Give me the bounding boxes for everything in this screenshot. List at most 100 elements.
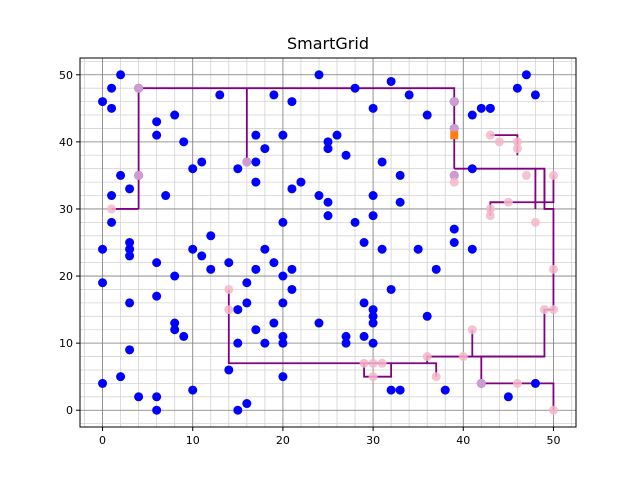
house-point bbox=[233, 164, 243, 174]
house-point bbox=[107, 83, 117, 93]
x-tick-label: 10 bbox=[186, 434, 200, 447]
connected-house-point bbox=[368, 372, 378, 382]
connected-house-point bbox=[485, 204, 495, 214]
connected-house-point bbox=[134, 170, 144, 180]
house-point bbox=[368, 305, 378, 315]
connected-house-point bbox=[503, 197, 513, 207]
house-point bbox=[269, 90, 279, 100]
house-point bbox=[476, 103, 486, 113]
connected-house-point bbox=[548, 405, 558, 415]
house-point bbox=[368, 311, 378, 321]
battery-points bbox=[450, 131, 459, 140]
x-tick-label: 0 bbox=[99, 434, 106, 447]
house-point bbox=[206, 231, 216, 241]
house-point bbox=[170, 271, 180, 281]
x-tick-label: 20 bbox=[276, 434, 290, 447]
house-point bbox=[296, 177, 306, 187]
connected-house-point bbox=[431, 372, 441, 382]
house-point bbox=[278, 217, 288, 227]
connected-house-point bbox=[242, 157, 252, 167]
house-point bbox=[107, 217, 117, 227]
house-points bbox=[98, 70, 540, 415]
connected-house-points bbox=[107, 83, 558, 415]
house-point bbox=[287, 97, 297, 107]
house-point bbox=[530, 90, 540, 100]
house-point bbox=[323, 144, 333, 154]
house-point bbox=[197, 157, 207, 167]
house-point bbox=[314, 318, 324, 328]
axis-ticks: 0 10 20 30 40 50 0 10 20 30 40 50 bbox=[59, 69, 560, 447]
house-point bbox=[485, 103, 495, 113]
connected-house-point bbox=[449, 177, 459, 187]
connected-house-point bbox=[377, 358, 387, 368]
house-point bbox=[287, 184, 297, 194]
house-point bbox=[395, 170, 405, 180]
house-point bbox=[278, 331, 288, 341]
connected-house-point bbox=[485, 211, 495, 221]
connected-house-point bbox=[449, 97, 459, 107]
house-point bbox=[224, 258, 234, 268]
y-tick-label: 10 bbox=[59, 337, 73, 350]
y-tick-label: 50 bbox=[59, 69, 73, 82]
house-point bbox=[278, 271, 288, 281]
connected-house-point bbox=[476, 378, 486, 388]
house-point bbox=[350, 83, 360, 93]
house-point bbox=[278, 298, 288, 308]
house-point bbox=[125, 184, 135, 194]
house-point bbox=[152, 117, 162, 127]
house-point bbox=[431, 264, 441, 274]
house-point bbox=[323, 211, 333, 221]
house-point bbox=[152, 130, 162, 140]
house-point bbox=[125, 238, 135, 247]
connected-house-point bbox=[107, 204, 117, 214]
house-point bbox=[170, 318, 180, 328]
house-point bbox=[116, 170, 126, 180]
house-point bbox=[359, 331, 369, 341]
house-point bbox=[323, 137, 333, 147]
house-point bbox=[224, 365, 234, 375]
house-point bbox=[260, 338, 270, 348]
house-point bbox=[116, 372, 126, 382]
house-point bbox=[449, 238, 459, 247]
house-point bbox=[206, 264, 216, 274]
x-tick-label: 40 bbox=[456, 434, 470, 447]
house-point bbox=[179, 137, 189, 147]
house-point bbox=[287, 264, 297, 274]
connected-house-point bbox=[134, 83, 144, 93]
connected-house-point bbox=[512, 137, 522, 147]
house-point bbox=[422, 311, 432, 321]
house-point bbox=[242, 278, 252, 288]
house-point bbox=[503, 392, 513, 402]
house-point bbox=[233, 338, 243, 348]
house-point bbox=[233, 405, 243, 415]
house-point bbox=[260, 244, 270, 254]
house-point bbox=[314, 70, 324, 80]
house-point bbox=[413, 244, 423, 254]
connected-house-point bbox=[512, 378, 522, 388]
house-point bbox=[260, 144, 270, 154]
connected-house-point bbox=[458, 352, 468, 362]
house-point bbox=[251, 157, 261, 167]
house-point bbox=[188, 164, 198, 174]
house-point bbox=[251, 177, 261, 187]
x-tick-label: 30 bbox=[366, 434, 380, 447]
house-point bbox=[521, 70, 531, 80]
y-tick-label: 0 bbox=[66, 404, 73, 417]
house-point bbox=[467, 164, 477, 174]
house-point bbox=[152, 392, 162, 402]
house-point bbox=[530, 378, 540, 388]
connected-house-point bbox=[521, 170, 531, 180]
house-point bbox=[170, 110, 180, 120]
house-point bbox=[449, 224, 459, 234]
house-point bbox=[368, 338, 378, 348]
house-point bbox=[215, 90, 225, 100]
connected-house-point bbox=[368, 358, 378, 368]
connected-house-point bbox=[224, 305, 234, 315]
house-point bbox=[134, 392, 144, 402]
house-point bbox=[278, 130, 288, 140]
house-point bbox=[242, 399, 252, 409]
house-point bbox=[512, 83, 522, 93]
house-point bbox=[125, 298, 135, 308]
